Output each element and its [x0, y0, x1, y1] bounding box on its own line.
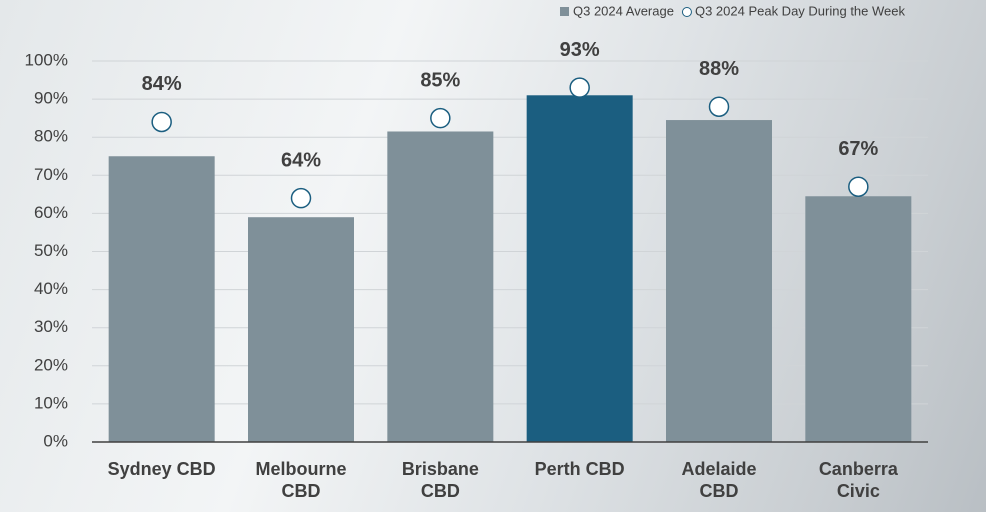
y-tick-label: 70%: [34, 165, 68, 184]
data-label: 93%: [560, 39, 600, 61]
bar: [527, 95, 633, 442]
bar: [109, 156, 215, 442]
y-tick-label: 20%: [34, 355, 68, 374]
legend-label: Q3 2024 Peak Day During the Week: [695, 3, 906, 18]
x-tick-label: Sydney CBD: [104, 458, 220, 480]
y-tick-label: 0%: [43, 431, 68, 450]
bar: [666, 120, 772, 442]
data-label: 67%: [838, 138, 878, 160]
y-tick-label: 60%: [34, 203, 68, 222]
data-label: 88%: [699, 58, 739, 80]
data-label: 85%: [420, 69, 460, 91]
x-tick-label: Canberra Civic: [800, 458, 916, 502]
y-tick-label: 30%: [34, 317, 68, 336]
chart-svg: 0% 10% 20% 30% 40% 50% 60% 70% 80% 90% 100% 84% 64% 8…: [0, 0, 986, 512]
chart: 0% 10% 20% 30% 40% 50% 60% 70% 80% 90% 100% 84% 64% 8…: [0, 0, 986, 512]
data-label: 64%: [281, 149, 321, 171]
y-tick-label: 50%: [34, 241, 68, 260]
bar: [387, 131, 493, 442]
x-tick-label: Brisbane CBD: [382, 458, 498, 502]
y-tick-label: 80%: [34, 127, 68, 146]
bar: [248, 217, 354, 442]
legend-label: Q3 2024 Average: [573, 3, 674, 18]
peak-marker: [849, 177, 868, 196]
x-tick-label: Perth CBD: [522, 458, 638, 480]
legend-marker: [682, 8, 691, 17]
peak-marker: [292, 189, 311, 208]
bar: [805, 196, 911, 442]
x-tick-label: Adelaide CBD: [661, 458, 777, 502]
y-tick-label: 90%: [34, 89, 68, 108]
legend-marker: [560, 7, 569, 16]
data-label: 84%: [142, 73, 182, 95]
peak-marker: [431, 109, 450, 128]
y-tick-label: 100%: [25, 50, 68, 69]
peak-marker: [710, 97, 729, 116]
x-tick-label: Melbourne CBD: [243, 458, 359, 502]
peak-marker: [152, 112, 171, 131]
y-tick-label: 10%: [34, 393, 68, 412]
y-tick-label: 40%: [34, 279, 68, 298]
peak-marker: [570, 78, 589, 97]
